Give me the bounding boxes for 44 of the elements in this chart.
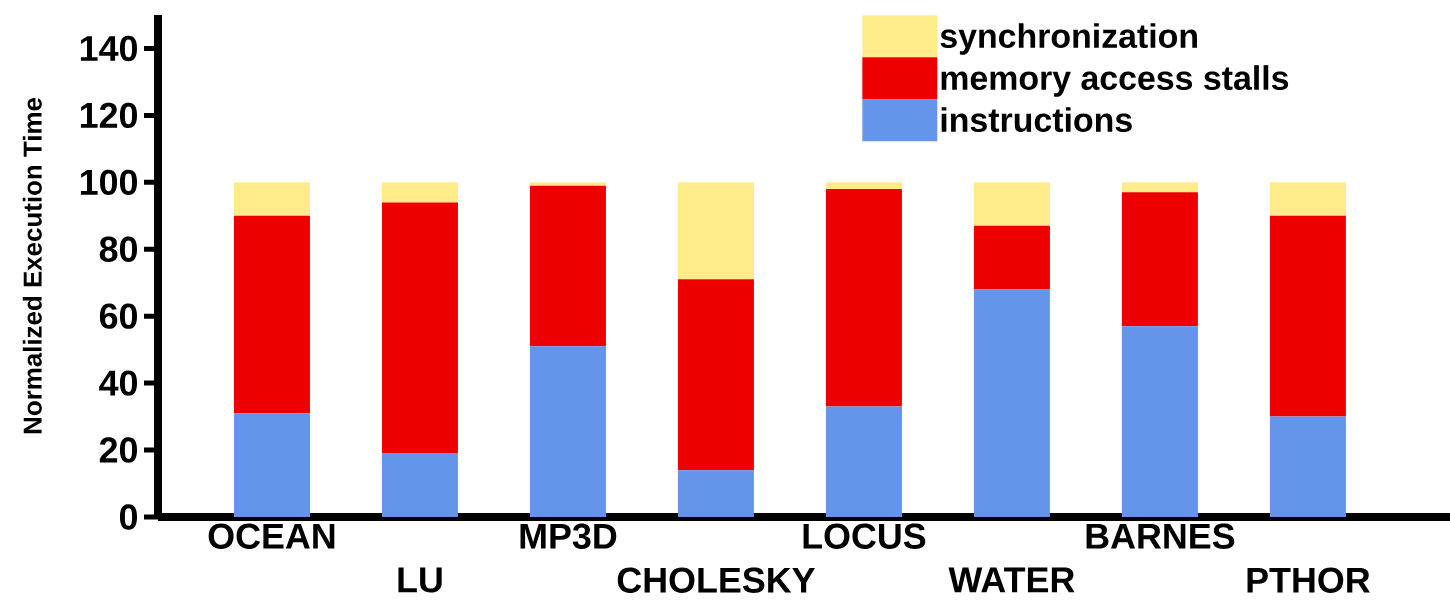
bar	[529, 182, 606, 186]
y-tick-label: 60	[99, 303, 138, 329]
bar	[1269, 215, 1346, 417]
bar	[1121, 192, 1198, 327]
bar	[1269, 182, 1346, 216]
y-tick-label: 0	[119, 504, 138, 530]
bar	[677, 470, 754, 517]
bar	[677, 182, 754, 280]
bar	[825, 406, 902, 517]
bar	[1121, 182, 1198, 193]
x-tick-label: OCEAN	[208, 523, 335, 549]
bar	[529, 346, 606, 517]
bar	[973, 225, 1050, 290]
bar	[1121, 326, 1198, 517]
bar	[825, 189, 902, 407]
bar	[529, 185, 606, 347]
y-tick-label: 100	[80, 169, 138, 196]
bar	[973, 182, 1050, 226]
legend-label: synchronization	[940, 23, 1197, 55]
x-tick-label: LU	[398, 567, 442, 593]
bar	[825, 182, 902, 190]
legend-label: instructions	[941, 107, 1132, 133]
y-tick-label: 20	[99, 437, 138, 463]
bar	[381, 182, 458, 203]
x-tick-label: MP3D	[520, 523, 617, 549]
x-tick-label: CHOLESKY	[617, 567, 815, 593]
x-tick-label: LOCUS	[803, 523, 926, 549]
bar	[973, 289, 1050, 517]
bar	[677, 279, 754, 471]
bar	[233, 215, 310, 414]
y-tick-label: 140	[80, 35, 138, 62]
x-tick-label: PTHOR	[1247, 567, 1370, 593]
bar	[381, 202, 458, 454]
y-tick-label: 120	[80, 102, 138, 129]
legend-label: memory access stalls	[941, 65, 1289, 97]
bar	[233, 182, 310, 216]
y-axis-title: Normalized Execution Time	[22, 97, 42, 434]
bar	[1269, 416, 1346, 517]
y-tick-label: 40	[99, 370, 138, 396]
bar	[381, 453, 458, 517]
bar	[233, 413, 310, 517]
x-tick-label: WATER	[948, 567, 1075, 593]
x-tick-label: BARNES	[1086, 523, 1235, 549]
y-tick-label: 80	[99, 236, 138, 262]
